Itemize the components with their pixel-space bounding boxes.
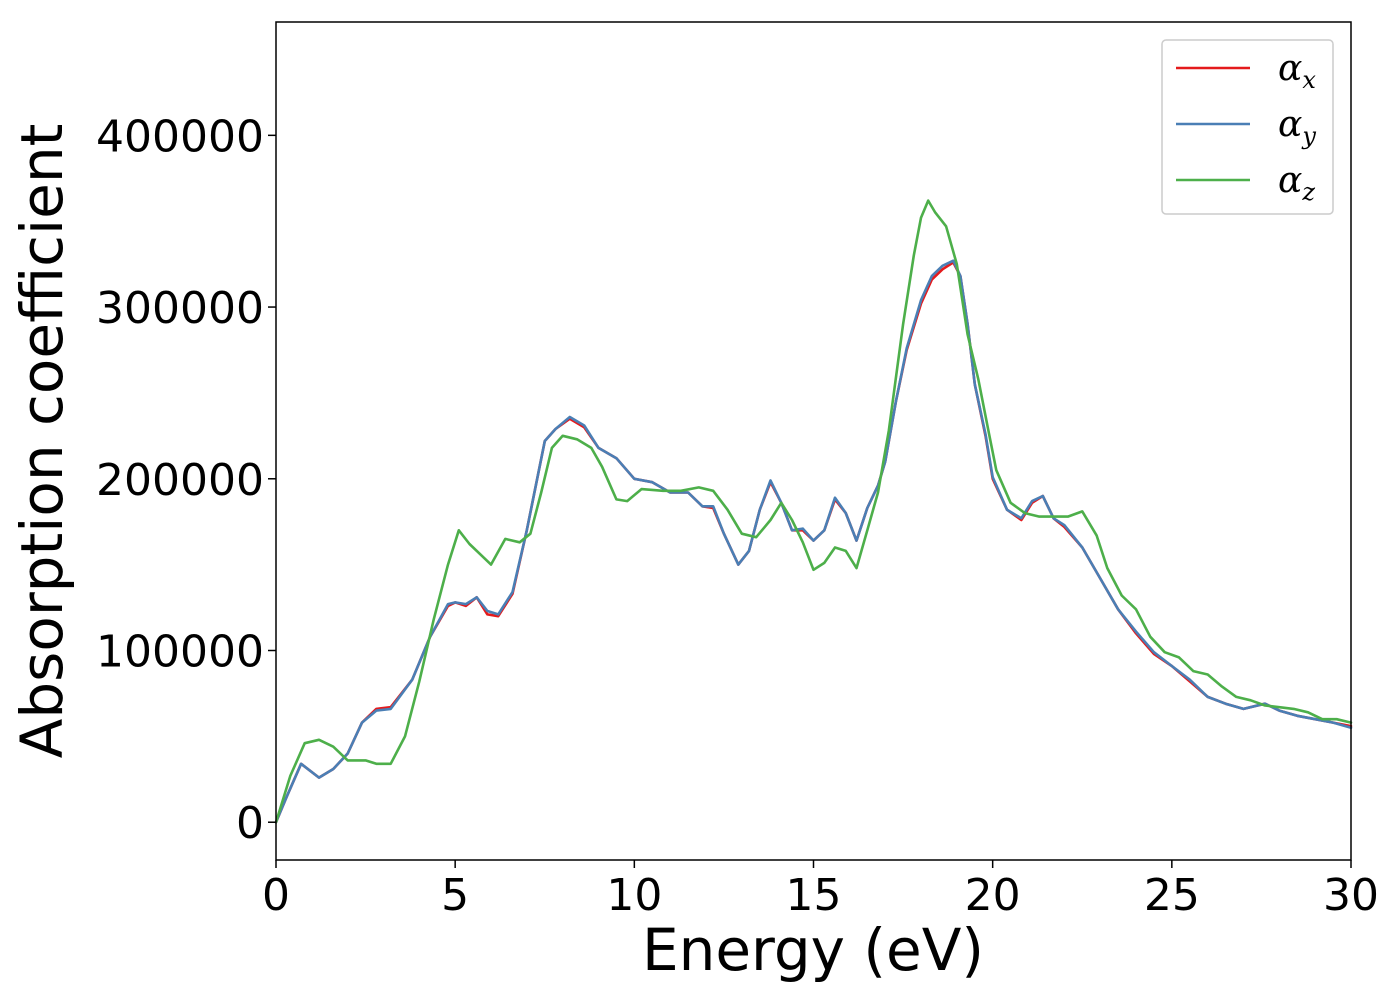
legend-label-subscript: z [1301,178,1315,206]
x-tick-label: 30 [1323,870,1379,921]
y-axis-title: Absorption coefficient [8,124,76,759]
x-tick-label: 20 [965,870,1021,921]
y-tick-label: 200000 [96,455,264,506]
x-tick-label: 10 [606,870,662,921]
y-tick-label: 300000 [96,283,264,334]
x-tick-label: 5 [441,870,469,921]
legend-label-symbol: α [1278,104,1302,145]
x-axis: 0 5 10 15 20 25 30 [262,860,1379,921]
x-tick-label: 25 [1144,870,1200,921]
series-lines [274,199,1353,824]
legend-box [1161,39,1334,215]
x-axis-title: Energy (eV) [642,916,984,984]
y-tick-label: 400000 [96,111,264,162]
y-axis: 0 100000 200000 300000 400000 [96,111,276,849]
y-tick-label: 100000 [96,627,264,678]
legend-label-symbol: α [1278,48,1302,89]
y-tick-label: 0 [236,798,264,849]
series-line-alpha-z [274,199,1353,824]
legend-label-alpha-y: αy [1278,104,1316,150]
legend-label-alpha-x: αx [1278,48,1316,94]
x-tick-label: 0 [262,870,290,921]
legend-label-alpha-z: αz [1278,160,1315,206]
legend-label-subscript: x [1302,66,1316,94]
legend-label-subscript: y [1301,122,1316,150]
series-line-alpha-y [274,259,1353,824]
legend-label-symbol: α [1278,160,1302,201]
x-tick-label: 15 [786,870,842,921]
